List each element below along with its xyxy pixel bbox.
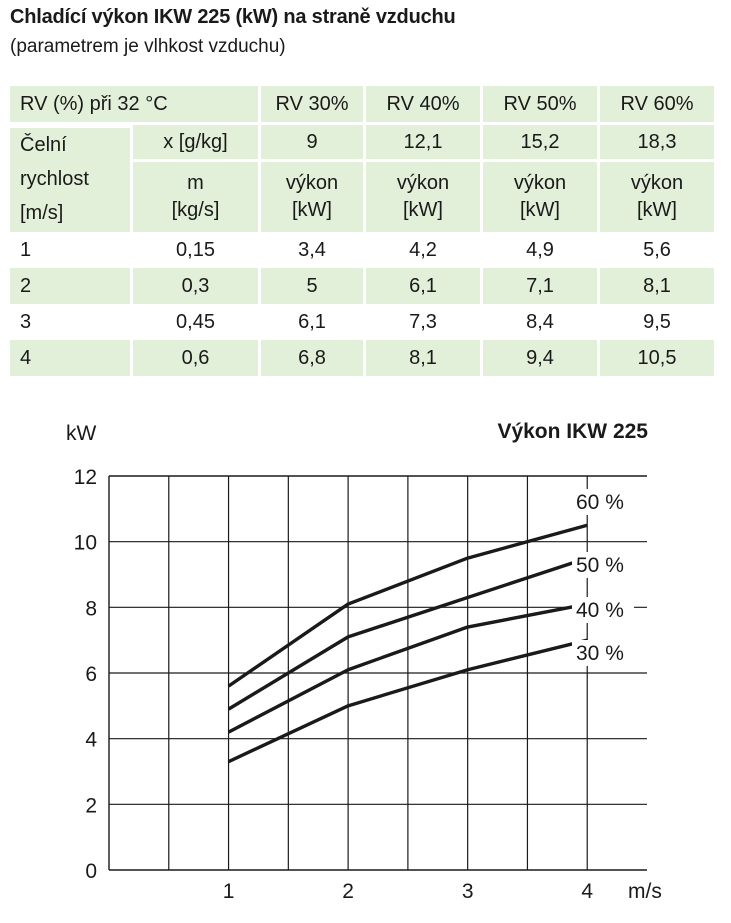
m-cell: 0,45 xyxy=(176,310,215,333)
table-x-row: Čelní rychlost [m/s] x [g/kg] 9 12,1 15,… xyxy=(10,125,714,232)
x-value-cell: 12,1 xyxy=(366,125,480,159)
table-row: 4 0,6 6,8 8,1 9,4 10,5 xyxy=(10,340,714,376)
x-tick-label: 4 xyxy=(581,880,593,903)
celni-line: rychlost xyxy=(20,168,89,190)
series-label-bg xyxy=(572,552,634,578)
value-cell: 8,1 xyxy=(366,340,480,376)
rv-header-cell: RV 40% xyxy=(366,86,480,125)
series-label: 50 % xyxy=(576,554,624,577)
series-label-bg xyxy=(572,640,634,666)
series-line xyxy=(227,556,588,711)
celni-rychlost-label: Čelní rychlost [m/s] xyxy=(10,125,130,232)
m-line: m xyxy=(187,172,204,194)
series-label: 30 % xyxy=(576,642,624,665)
rv-header-cell: RV 30% xyxy=(261,86,363,125)
x-value-cell: 9 xyxy=(261,125,363,159)
m-label-cell: m [kg/s] xyxy=(133,159,258,232)
table-row: 1 0,15 3,4 4,2 4,9 5,6 xyxy=(10,232,714,268)
x-value-cell: 15,2 xyxy=(483,125,597,159)
rv-header-label: RV (%) při 32 °C xyxy=(10,86,258,125)
speed-cell: 3 xyxy=(20,310,32,333)
value-cell: 6,1 xyxy=(298,310,326,333)
vykon-line: výkon xyxy=(285,172,339,194)
series-label-bg xyxy=(572,489,634,515)
value-cell: 7,1 xyxy=(483,268,597,304)
value-cell: 10,5 xyxy=(600,340,714,376)
x-tick-label: 1 xyxy=(223,880,235,903)
x-value-cell: 18,3 xyxy=(600,125,714,159)
celni-line: [m/s] xyxy=(20,202,64,224)
y-tick-label: 8 xyxy=(85,597,97,620)
vykon-line: výkon xyxy=(396,172,450,194)
m-cell: 0,3 xyxy=(133,268,258,304)
table-header-row: RV (%) při 32 °C RV 30% RV 40% RV 50% RV… xyxy=(10,86,714,125)
chart-series xyxy=(227,523,588,764)
y-tick-label: 2 xyxy=(85,794,97,817)
value-cell: 6,8 xyxy=(261,340,363,376)
table-unit-row: m [kg/s] výkon [kW] výkon [kW] výkon [kW] vý… xyxy=(10,159,714,232)
series-line xyxy=(227,638,588,764)
y-tick-labels: 0 2 4 6 8 10 12 xyxy=(74,466,98,883)
value-cell: 7,3 xyxy=(409,310,437,333)
value-cell: 8,1 xyxy=(600,268,714,304)
celni-line: Čelní xyxy=(20,134,67,156)
x-axis-label: m/s xyxy=(628,880,662,903)
y-tick-label: 0 xyxy=(85,860,97,883)
rv-header-cell: RV 50% xyxy=(483,86,597,125)
speed-cell: 4 xyxy=(10,340,130,376)
value-cell: 8,4 xyxy=(526,310,554,333)
vykon-label-cell: výkon [kW] xyxy=(483,159,597,232)
vykon-label-cell: výkon [kW] xyxy=(600,159,714,232)
y-tick-label: 4 xyxy=(85,729,97,752)
vykon-label-cell: výkon [kW] xyxy=(261,159,363,232)
x-label-cell: x [g/kg] xyxy=(133,125,258,159)
cooling-capacity-table: RV (%) při 32 °C RV 30% RV 40% RV 50% RV… xyxy=(7,86,717,376)
x-tick-labels: 1 2 3 4 xyxy=(223,880,594,903)
page-title: Chladící výkon IKW 225 (kW) na straně vz… xyxy=(10,6,456,28)
vykon-line: [kW] xyxy=(637,199,677,221)
x-tick-label: 3 xyxy=(462,880,474,903)
vykon-line: [kW] xyxy=(520,199,560,221)
vykon-line: [kW] xyxy=(403,199,443,221)
y-axis-label: kW xyxy=(66,422,97,445)
speed-cell: 2 xyxy=(10,268,130,304)
value-cell: 4,9 xyxy=(526,238,554,261)
y-tick-label: 10 xyxy=(74,532,97,555)
speed-cell: 1 xyxy=(20,238,32,261)
value-cell: 3,4 xyxy=(298,238,326,261)
value-cell: 9,5 xyxy=(643,310,671,333)
rv-header-cell: RV 60% xyxy=(600,86,714,125)
value-cell: 4,2 xyxy=(409,238,437,261)
series-label: 40 % xyxy=(576,599,624,622)
value-cell: 5 xyxy=(261,268,363,304)
table-row: 2 0,3 5 6,1 7,1 8,1 xyxy=(10,268,714,304)
chart-grid xyxy=(109,476,647,870)
table-row: 3 0,45 6,1 7,3 8,4 9,5 xyxy=(10,304,714,340)
series-label: 60 % xyxy=(576,491,624,514)
vykon-line: výkon xyxy=(513,172,567,194)
m-cell: 0,15 xyxy=(176,238,215,261)
chart-frame xyxy=(108,475,647,871)
m-cell: 0,6 xyxy=(133,340,258,376)
value-cell: 6,1 xyxy=(366,268,480,304)
y-tick-label: 12 xyxy=(74,466,97,489)
page-subtitle: (parametrem je vlhkost vzduchu) xyxy=(10,36,286,57)
value-cell: 9,4 xyxy=(483,340,597,376)
series-label-bg xyxy=(572,597,634,623)
m-line: [kg/s] xyxy=(171,199,220,221)
series-labels: 30 % 40 % 50 % 60 % xyxy=(572,489,634,666)
vykon-line: výkon xyxy=(630,172,684,194)
series-line xyxy=(227,602,588,734)
x-tick-label: 2 xyxy=(342,880,354,903)
series-line xyxy=(227,523,588,688)
vykon-label-cell: výkon [kW] xyxy=(366,159,480,232)
value-cell: 5,6 xyxy=(643,238,671,261)
chart-title: Výkon IKW 225 xyxy=(497,420,648,443)
vykon-line: [kW] xyxy=(292,199,332,221)
y-tick-label: 6 xyxy=(85,663,97,686)
